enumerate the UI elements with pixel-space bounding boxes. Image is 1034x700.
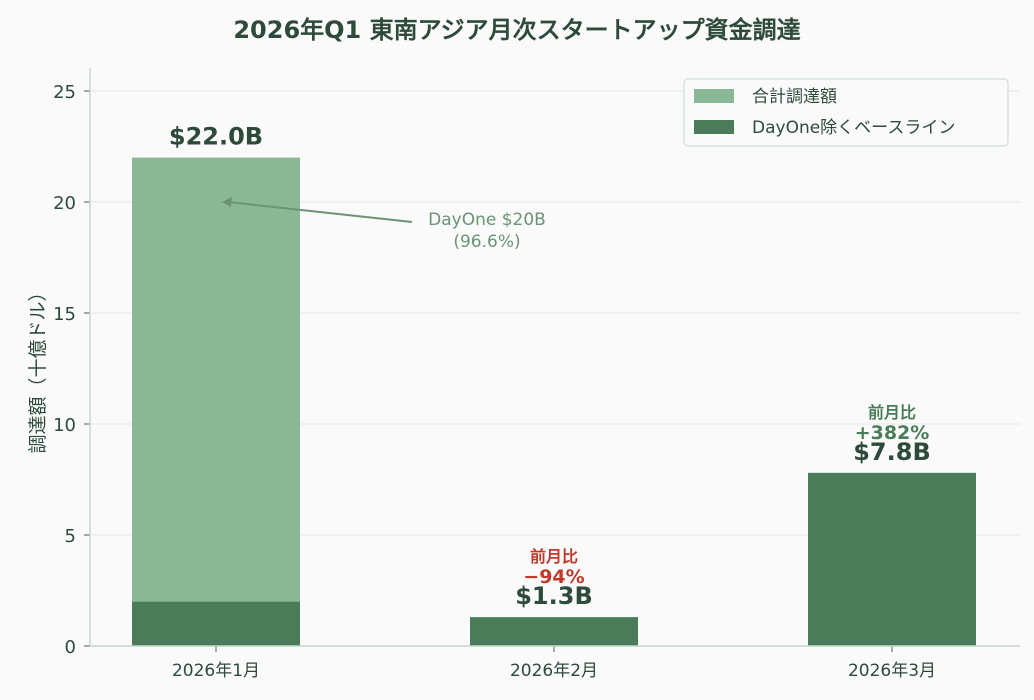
x-tick-label: 2026年2月 [510,661,598,681]
y-tick-label: 20 [53,193,76,214]
bar-baseline [132,601,300,646]
legend-label: DayOne除くベースライン [752,118,955,138]
data-label: $1.3B [515,582,593,610]
mom-label: 前月比 [530,547,578,566]
y-tick-label: 15 [53,304,76,325]
y-tick-label: 5 [65,526,76,547]
bar-total [132,157,300,602]
legend-label: 合計調達額 [752,87,837,107]
annotation-text: DayOne $20B [428,210,546,230]
annotation-subtext: (96.6%) [453,232,520,252]
y-tick-label: 25 [53,82,76,103]
legend [683,78,1009,147]
bar-baseline [808,472,976,646]
data-label: $22.0B [169,123,263,151]
x-tick-label: 2026年1月 [172,661,260,681]
mom-value: −94% [523,566,584,588]
y-axis-label: 調達額（十億ドル） [27,282,49,453]
mom-value: +382% [855,422,930,444]
bar-baseline [470,617,638,646]
y-tick-label: 0 [65,637,76,658]
chart-title: 2026年Q1 東南アジア月次スタートアップ資金調達 [233,16,800,44]
annotation-arrow [227,201,413,223]
legend-swatch [694,89,734,103]
data-label: $7.8B [853,438,931,466]
legend-swatch [694,120,734,134]
y-tick-label: 10 [53,415,76,436]
annotation-arrowhead [222,197,232,207]
x-tick-label: 2026年3月 [848,661,936,681]
mom-label: 前月比 [868,403,916,422]
